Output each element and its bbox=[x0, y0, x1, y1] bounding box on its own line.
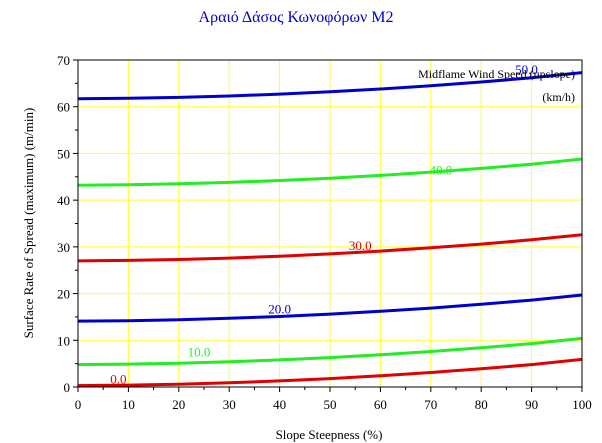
series-line-2 bbox=[77, 293, 583, 323]
y-tick-label: 40 bbox=[57, 193, 70, 208]
y-tick-label: 70 bbox=[57, 53, 70, 68]
x-tick-label: 50 bbox=[324, 397, 337, 412]
y-tick-label: 60 bbox=[57, 100, 70, 115]
plot-frame bbox=[77, 59, 583, 388]
series-line-0 bbox=[77, 357, 583, 388]
y-tick-label: 20 bbox=[57, 287, 70, 302]
series-line-3 bbox=[77, 233, 583, 263]
series-label-4: 40.0 bbox=[430, 162, 453, 177]
y-tick-label: 50 bbox=[57, 146, 70, 161]
y-tick-label: 0 bbox=[64, 380, 71, 395]
x-axis-ticks: 0 10 20 30 40 50 60 70 80 90 100 bbox=[75, 387, 592, 412]
chart-title: Αραιό Δάσος Κωνοφόρων Μ2 bbox=[199, 9, 394, 26]
series-labels: 0.0 10.0 20.0 30.0 40.0 50.0 bbox=[110, 62, 538, 386]
y-axis-ticks: 0 10 20 30 40 50 60 70 bbox=[57, 53, 78, 395]
series-lines bbox=[77, 71, 583, 388]
series-label-2: 20.0 bbox=[268, 302, 291, 317]
y-tick-label: 30 bbox=[57, 240, 70, 255]
grid bbox=[78, 60, 582, 387]
series-label-0: 0.0 bbox=[110, 371, 126, 386]
x-tick-label: 40 bbox=[273, 397, 286, 412]
y-axis-label: Surface Rate of Spread (maximum) (m/min) bbox=[21, 108, 36, 339]
x-tick-label: 80 bbox=[475, 397, 488, 412]
x-tick-label: 0 bbox=[75, 397, 82, 412]
legend-units: (km/h) bbox=[542, 90, 575, 104]
x-tick-label: 30 bbox=[223, 397, 236, 412]
series-label-1: 10.0 bbox=[188, 345, 211, 360]
y-tick-label: 10 bbox=[57, 333, 70, 348]
x-axis-label: Slope Steepness (%) bbox=[276, 427, 383, 442]
series-line-5 bbox=[77, 71, 583, 101]
x-tick-label: 100 bbox=[572, 397, 592, 412]
series-label-3: 30.0 bbox=[349, 238, 372, 253]
x-tick-label: 10 bbox=[122, 397, 135, 412]
series-line-1 bbox=[77, 336, 583, 367]
series-label-5: 50.0 bbox=[515, 62, 538, 77]
x-tick-label: 20 bbox=[172, 397, 185, 412]
x-tick-label: 60 bbox=[374, 397, 387, 412]
legend-title: Midflame Wind Speed (upslope) bbox=[418, 67, 575, 81]
series-line-4 bbox=[77, 157, 583, 187]
x-tick-label: 90 bbox=[525, 397, 538, 412]
x-tick-label: 70 bbox=[424, 397, 437, 412]
